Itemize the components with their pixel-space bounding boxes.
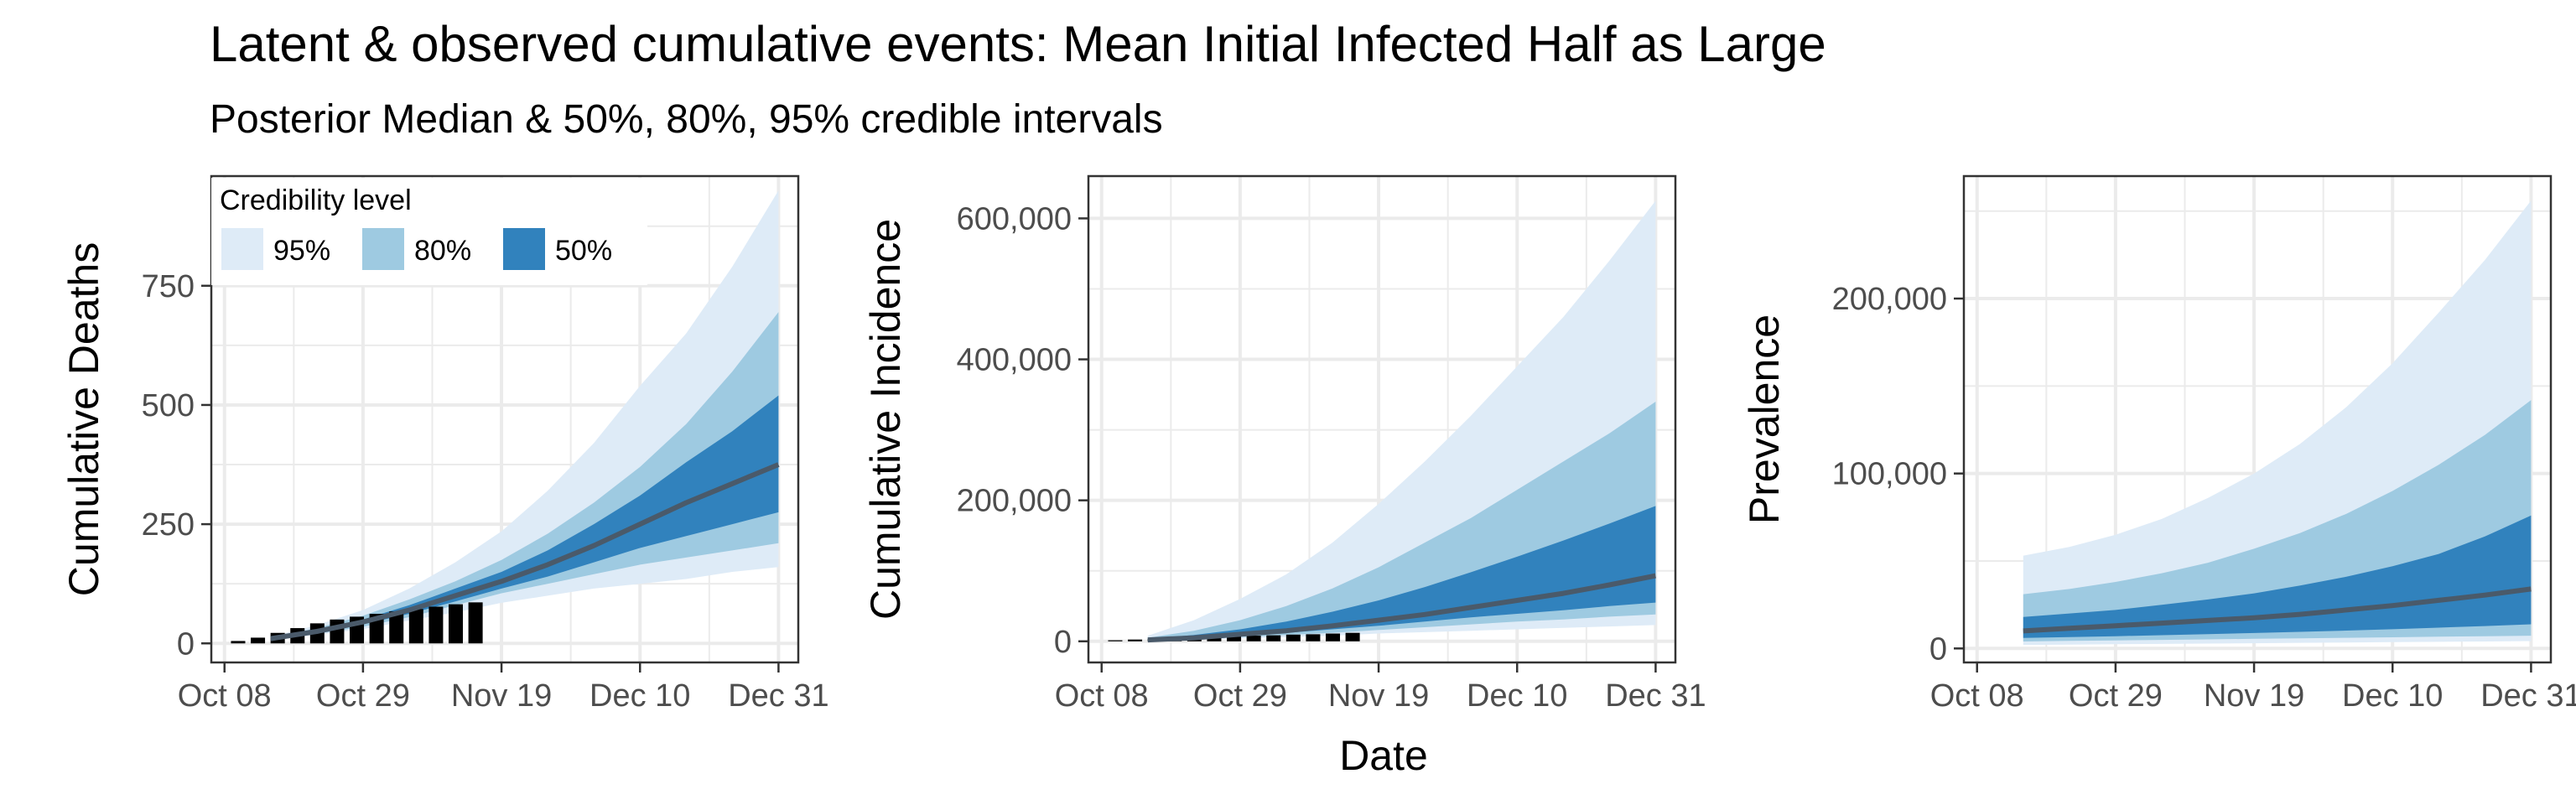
observed-bar [1285,634,1301,641]
observed-bar [231,641,246,644]
x-tick-label: Dec 10 [1467,678,1567,714]
legend-label-50: 50% [555,235,612,267]
figure-title: Latent & observed cumulative events: Mea… [210,16,1826,72]
observed-bar [408,609,423,644]
observed-bar [428,606,444,644]
x-tick-label: Dec 31 [1605,678,1706,714]
median-line [2023,586,2532,634]
x-tick-label: Dec 31 [2480,678,2576,714]
legend: Credibility level 95% 80% 50% [211,178,647,285]
x-tick-label: Oct 08 [1930,678,2024,714]
observed-bar [1207,636,1222,641]
x-tick-label: Dec 31 [728,678,828,714]
y-tick-label: 200,000 [1832,282,1947,317]
x-axis-label: Date [1339,732,1428,779]
observed-bar [330,619,345,644]
legend-swatch-80 [362,228,404,270]
observed-bar [468,602,483,644]
observed-bar [1266,635,1281,641]
legend-label-95: 95% [273,235,330,267]
x-tick-label: Oct 08 [1055,678,1149,714]
legend-title: Credibility level [220,184,412,216]
x-tick-label: Dec 10 [2342,678,2443,714]
median-line [270,462,780,641]
x-tick-label: Oct 08 [178,678,272,714]
plot-border [210,174,800,664]
x-tick-label: Nov 19 [451,678,552,714]
x-tick-label: Oct 29 [316,678,410,714]
x-tick-label: Dec 10 [589,678,690,714]
legend-swatch-95 [221,228,263,270]
panel-prevalence: Prevalence 0 100,000 200,000 Oct 08 Oct 29 No… [1741,174,2576,714]
x-tick-label: Nov 19 [1328,678,1429,714]
band50-ribbon [2023,515,2532,638]
y-tick-label: 600,000 [957,201,1072,236]
observed-bar [1306,634,1321,641]
band50-ribbon [270,395,779,640]
y-tick-label: 750 [142,269,195,304]
legend-swatch-50 [503,228,545,270]
y-tick-label: 0 [1054,625,1072,660]
figure-subtitle: Posterior Median & 50%, 80%, 95% credibl… [210,97,1163,142]
observed-bar [251,637,266,644]
y-tick-label: 400,000 [957,343,1072,378]
y-axis-label-incidence: Cumulative Incidence [862,219,909,620]
y-tick-label: 0 [1929,631,1947,667]
legend-background [211,178,647,285]
observed-bar [389,611,404,644]
y-tick-label: 500 [142,388,195,423]
y-tick-label: 100,000 [1832,457,1947,492]
band50-ribbon [1147,506,1656,641]
x-tick-label: Oct 29 [1193,678,1287,714]
observed-bar [449,604,464,644]
band80-ribbon [270,312,779,640]
plot-border [1962,174,2553,664]
x-tick-label: Nov 19 [2204,678,2304,714]
x-tick-label: Oct 29 [2069,678,2163,714]
observed-bar [1345,632,1360,641]
y-tick-label: 0 [177,626,195,662]
y-tick-label: 250 [142,507,195,543]
observed-bar [1227,636,1242,641]
y-tick-label: 200,000 [957,484,1072,519]
legend-label-80: 80% [414,235,471,267]
observed-bar [1246,636,1261,641]
plot-border [1087,174,1677,664]
observed-bar [1128,639,1143,641]
y-axis-label-prevalence: Prevalence [1741,314,1788,524]
y-axis-label-deaths: Cumulative Deaths [60,242,107,596]
panel-cumulative-incidence: Cumulative Incidence 0 200,000 400,000 600,… [862,174,1706,714]
observed-bar [1326,633,1341,641]
median-line [1147,573,1656,643]
